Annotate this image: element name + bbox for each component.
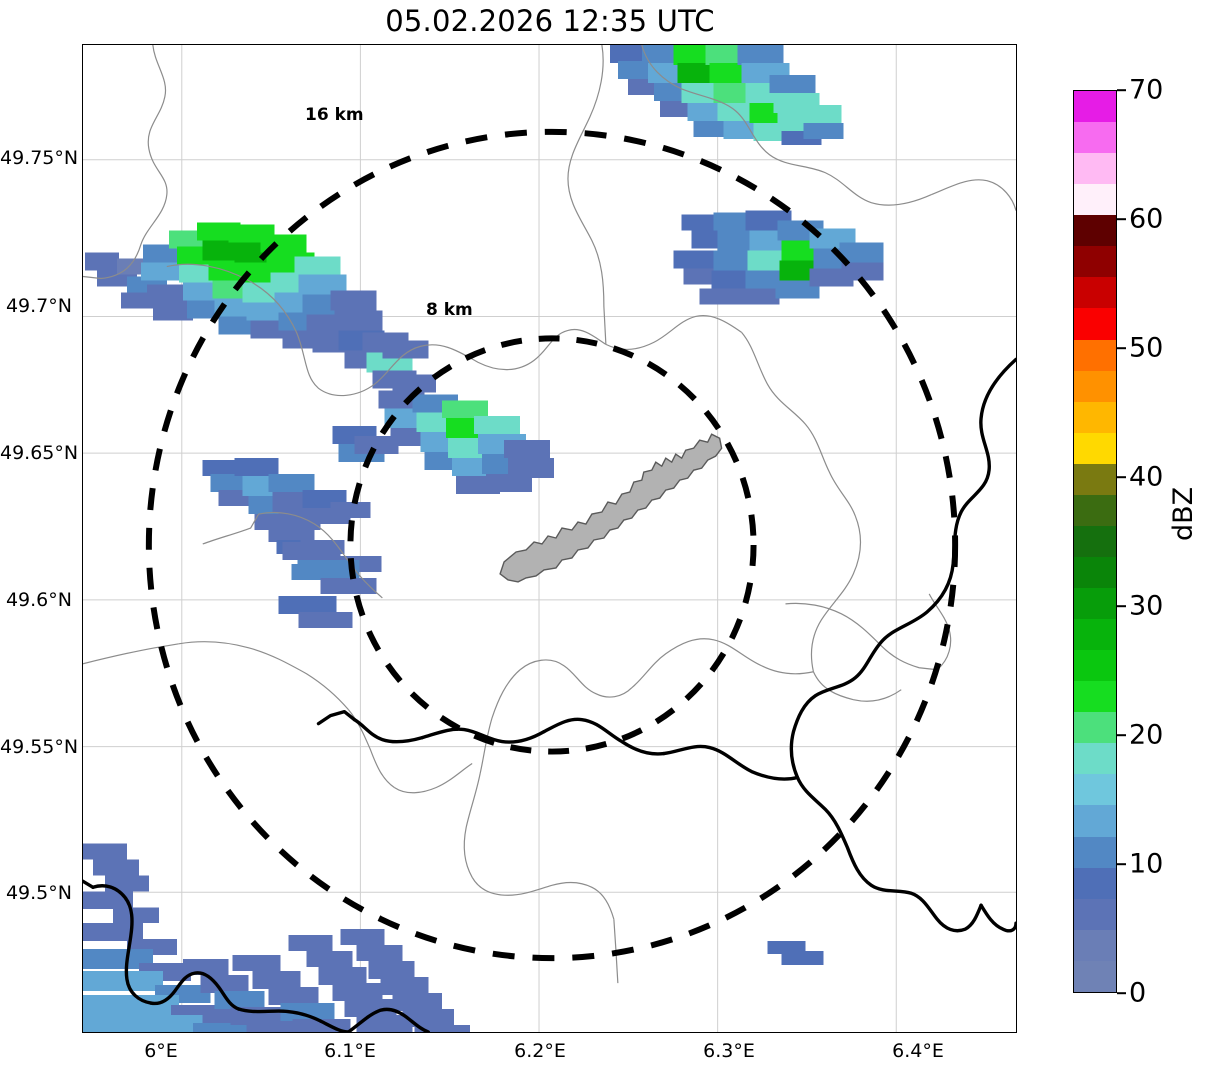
colorbar-segment [1074,588,1116,620]
colorbar-tick-label: 0 [1129,977,1147,1009]
radar-echo-layer [83,45,884,1032]
x-tick-label: 6.2°E [514,1040,566,1062]
colorbar-segment [1074,960,1116,992]
colorbar-segment [1074,867,1116,899]
colorbar-segment [1074,370,1116,402]
colorbar-segment [1074,525,1116,557]
colorbar-segment [1074,774,1116,806]
colorbar-segment [1074,463,1116,495]
colorbar-tickmark [1117,347,1126,349]
colorbar-segment [1074,339,1116,371]
range-ring-label-16km: 16 km [305,105,364,125]
x-tick-label: 6.3°E [703,1040,755,1062]
y-tick-label: 49.75°N [0,147,79,169]
colorbar-segment [1074,836,1116,868]
colorbar-axis-label: dBZ [1168,486,1199,541]
page-title: 05.02.2026 12:35 UTC [385,4,715,38]
echo-cluster-northwest [84,222,437,393]
echo-cluster-central-band [332,390,554,495]
colorbar-segment [1074,153,1116,185]
x-tick-label: 6.4°E [892,1040,944,1062]
radar-map-svg [83,45,1016,1032]
colorbar-tick-label: 70 [1129,74,1164,106]
colorbar-segment [1074,277,1116,309]
radar-map-plot[interactable]: 16 km 8 km [82,44,1017,1033]
colorbar[interactable] [1073,90,1117,993]
echo-cluster-isolated-south [278,595,353,628]
colorbar-segment [1074,91,1116,123]
colorbar-tickmark [1117,89,1126,91]
echo-cluster-southwest [83,843,471,1032]
colorbar-segment [1074,898,1116,930]
national-borders [83,357,1016,1032]
colorbar-segment [1074,401,1116,433]
echo-cluster-south-of-band [282,541,377,594]
colorbar-segment [1074,929,1116,961]
colorbar-segment [1074,743,1116,775]
colorbar-tickmark [1117,476,1126,478]
colorbar-segment [1074,432,1116,464]
colorbar-tick-label: 40 [1129,461,1164,493]
y-tick-label: 49.5°N [5,882,72,904]
y-tick-label: 49.65°N [0,442,79,464]
colorbar-segment [1074,494,1116,526]
colorbar-tickmark [1117,734,1126,736]
colorbar-segment [1074,681,1116,713]
range-rings [145,128,959,962]
colorbar-tickmark [1117,863,1126,865]
y-tick-label: 49.6°N [5,589,72,611]
range-ring-label-8km: 8 km [426,300,473,320]
range-ring-16km [145,128,959,962]
colorbar-segment [1074,308,1116,340]
echo-cluster-northeast [673,210,884,305]
colorbar-tick-label: 30 [1129,590,1164,622]
colorbar-tick-label: 10 [1129,848,1164,880]
colorbar-segment [1074,246,1116,278]
lake-polygon [499,433,723,583]
colorbar-tick-label: 20 [1129,719,1164,751]
y-tick-label: 49.7°N [5,295,72,317]
admin-boundaries [83,45,1016,984]
y-tick-label: 49.55°N [0,736,79,758]
colorbar-segment [1074,805,1116,837]
colorbar-tick-label: 60 [1129,203,1164,235]
colorbar-tick-label: 50 [1129,332,1164,364]
colorbar-tickmark [1117,218,1126,220]
colorbar-segment [1074,650,1116,682]
echo-cluster-southeast-small [767,941,824,966]
colorbar-segment [1074,712,1116,744]
colorbar-tickmark [1117,605,1126,607]
x-tick-label: 6.1°E [324,1040,376,1062]
colorbar-segment [1074,619,1116,651]
colorbar-segment [1074,215,1116,247]
echo-cluster-north-top [609,45,844,145]
range-ring-8km [347,335,757,755]
colorbar-tickmark [1117,992,1126,994]
colorbar-segment [1074,184,1116,216]
colorbar-segment [1074,556,1116,588]
colorbar-segment [1074,122,1116,154]
x-tick-label: 6°E [144,1040,178,1062]
